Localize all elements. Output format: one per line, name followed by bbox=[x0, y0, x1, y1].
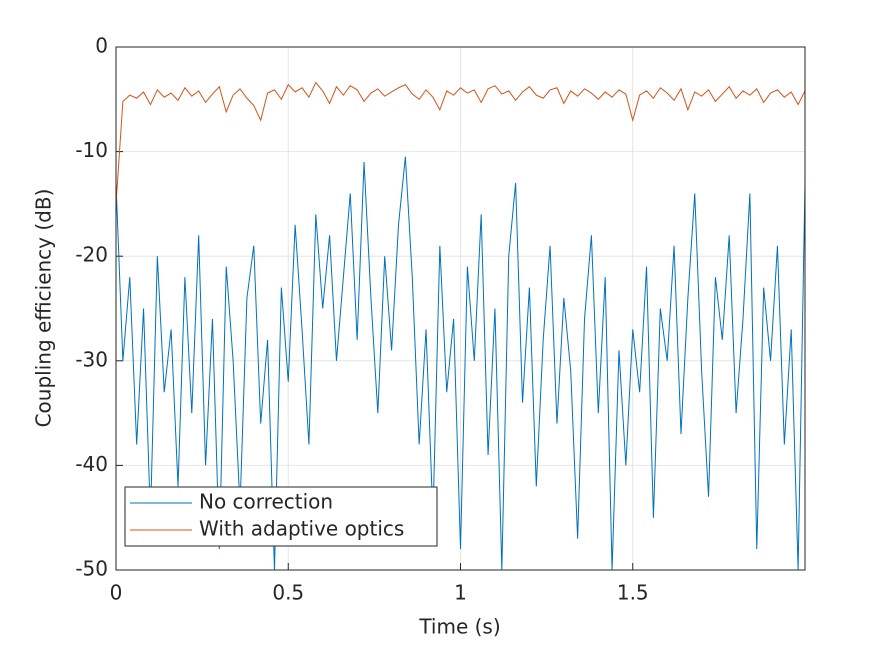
x-tick-label: 0.5 bbox=[272, 581, 304, 605]
x-tick-label: 0 bbox=[110, 581, 123, 605]
legend-box bbox=[124, 486, 438, 547]
plot-frame bbox=[115, 46, 806, 571]
y-tick-label: -30 bbox=[75, 347, 108, 371]
legend-label: No correction bbox=[199, 490, 333, 514]
y-tick-label: 0 bbox=[95, 34, 108, 58]
legend-label: With adaptive optics bbox=[199, 517, 404, 541]
x-tick-label: 1 bbox=[454, 581, 467, 605]
x-axis-label: Time (s) bbox=[418, 615, 500, 639]
y-tick-label: -20 bbox=[75, 243, 108, 267]
y-tick-label: -10 bbox=[75, 138, 108, 162]
y-tick-label: -50 bbox=[75, 557, 108, 581]
x-tick-label: 1.5 bbox=[617, 581, 649, 605]
y-tick-label: -40 bbox=[75, 452, 108, 476]
series-line bbox=[116, 156, 805, 570]
y-axis-label: Coupling efficiency (dB) bbox=[32, 189, 56, 428]
series-line bbox=[116, 81, 805, 204]
